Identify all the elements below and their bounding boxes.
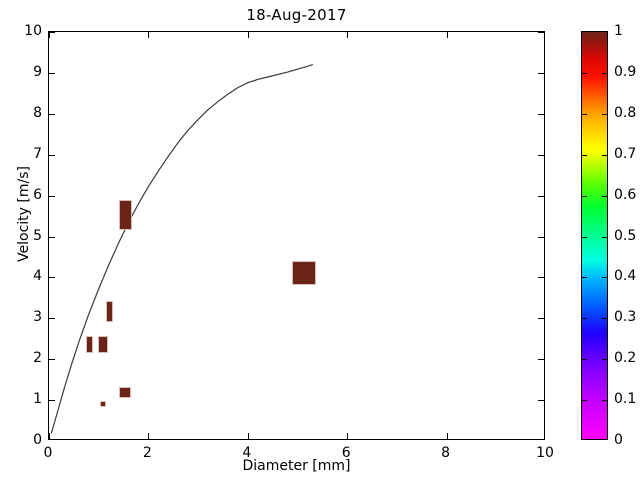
colorbar-tick — [602, 72, 607, 74]
y-axis-tick — [49, 277, 55, 279]
colorbar-tick — [582, 113, 587, 115]
y-axis-tick — [538, 318, 544, 320]
x-axis-tick — [49, 433, 50, 439]
y-axis-tick — [49, 195, 55, 197]
data-patch — [291, 260, 317, 286]
y-tick-label: 0 — [33, 432, 42, 448]
colorbar-tick — [602, 154, 607, 156]
y-axis-tick — [538, 72, 544, 74]
colorbar-tick — [582, 195, 587, 197]
colorbar-tick — [602, 400, 607, 402]
data-patch — [118, 386, 131, 399]
y-tick-label: 2 — [33, 350, 42, 367]
y-tick-label: 4 — [33, 268, 42, 285]
colorbar-tick — [602, 359, 607, 361]
colorbar-tick-label: 0.2 — [614, 350, 637, 367]
colorbar-tick — [582, 359, 587, 361]
x-tick-label: 0 — [43, 445, 53, 461]
colorbar-tick — [602, 195, 607, 197]
colorbar-tick — [582, 72, 587, 74]
y-axis-tick — [49, 72, 55, 74]
plot-axes — [48, 31, 545, 440]
data-patch — [119, 199, 132, 231]
colorbar-tick-label: 0.3 — [614, 309, 637, 326]
y-tick-label: 8 — [33, 104, 42, 121]
colorbar-tick — [582, 318, 587, 320]
y-axis-tick — [538, 236, 544, 238]
x-axis-tick — [446, 32, 448, 38]
y-axis-tick — [49, 359, 55, 361]
x-tick-label: 10 — [536, 445, 554, 461]
x-tick-label: 2 — [142, 445, 152, 461]
x-axis-tick — [446, 433, 448, 439]
terminal-velocity-curve — [50, 64, 314, 434]
colorbar-tick-label: 0.8 — [614, 104, 637, 121]
y-axis-tick — [538, 400, 544, 402]
y-axis-tick — [538, 195, 544, 197]
colorbar-tick — [602, 113, 607, 115]
x-tick-label: 4 — [242, 445, 252, 461]
page-title: 18-Aug-2017 — [246, 6, 347, 24]
velocity-curve-svg — [50, 64, 314, 434]
y-tick-label: 6 — [33, 186, 42, 203]
x-axis-tick — [49, 32, 50, 38]
x-tick-label: 8 — [441, 445, 451, 461]
y-axis-tick — [49, 113, 55, 115]
colorbar-tick — [582, 236, 587, 238]
y-tick-label: 10 — [24, 23, 42, 39]
y-axis-tick — [49, 236, 55, 238]
y-axis-tick — [538, 32, 544, 33]
colorbar-tick-label: 0 — [614, 432, 623, 448]
colorbar-tick-label: 1 — [614, 23, 623, 39]
x-axis-tick — [247, 32, 249, 38]
x-axis-title: Diameter [mm] — [242, 458, 351, 474]
y-axis-tick — [49, 400, 55, 402]
y-tick-label: 7 — [33, 145, 42, 162]
data-patch — [106, 300, 114, 322]
colorbar — [581, 31, 608, 440]
x-axis-tick — [347, 433, 349, 439]
y-axis-title: Velocity [m/s] — [16, 166, 32, 262]
data-patch — [100, 400, 107, 408]
colorbar-tick-label: 0.1 — [614, 391, 637, 408]
colorbar-tick — [582, 154, 587, 156]
y-tick-label: 9 — [33, 63, 42, 80]
x-axis-tick — [347, 32, 349, 38]
y-axis-tick — [49, 154, 55, 156]
x-axis-tick — [247, 433, 249, 439]
y-axis-tick — [538, 277, 544, 279]
data-patch — [97, 336, 109, 354]
x-tick-label: 6 — [341, 445, 351, 461]
x-axis-tick — [148, 433, 150, 439]
y-axis-tick — [538, 359, 544, 361]
colorbar-tick — [602, 277, 607, 279]
data-patch — [86, 336, 94, 354]
y-axis-tick — [49, 318, 55, 320]
colorbar-tick-label: 0.9 — [614, 63, 637, 80]
y-axis-tick — [538, 154, 544, 156]
colorbar-tick-label: 0.5 — [614, 227, 637, 244]
colorbar-tick — [582, 277, 587, 279]
y-axis-tick — [49, 32, 55, 33]
colorbar-tick-label: 0.7 — [614, 145, 637, 162]
y-tick-label: 3 — [33, 309, 42, 326]
plot-area — [49, 32, 544, 439]
colorbar-tick — [582, 400, 587, 402]
y-axis-tick — [538, 113, 544, 115]
y-tick-label: 1 — [33, 391, 42, 408]
colorbar-tick-label: 0.6 — [614, 186, 637, 203]
colorbar-tick — [602, 318, 607, 320]
colorbar-tick-label: 0.4 — [614, 268, 637, 285]
colorbar-tick — [602, 236, 607, 238]
y-tick-label: 5 — [33, 227, 42, 244]
x-axis-tick — [148, 32, 150, 38]
